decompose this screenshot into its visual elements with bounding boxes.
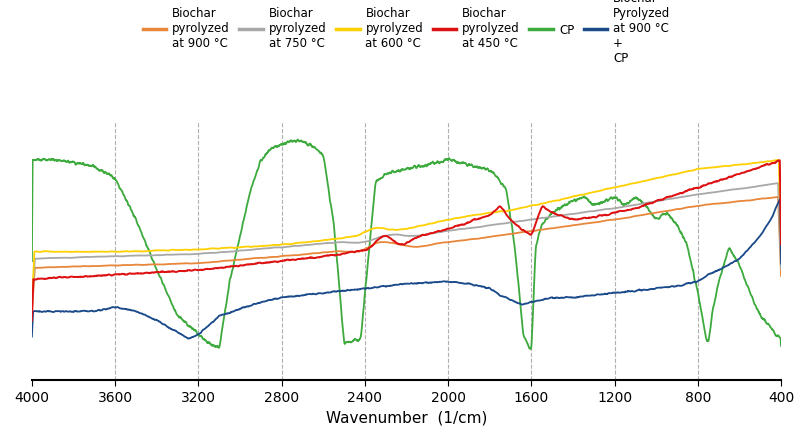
Legend: Biochar
pyrolyzed
at 900 °C, Biochar
pyrolyzed
at 750 °C, Biochar
pyrolyzed
at 6: Biochar pyrolyzed at 900 °C, Biochar pyr… [143, 0, 670, 65]
X-axis label: Wavenumber  (1/cm): Wavenumber (1/cm) [326, 410, 487, 425]
